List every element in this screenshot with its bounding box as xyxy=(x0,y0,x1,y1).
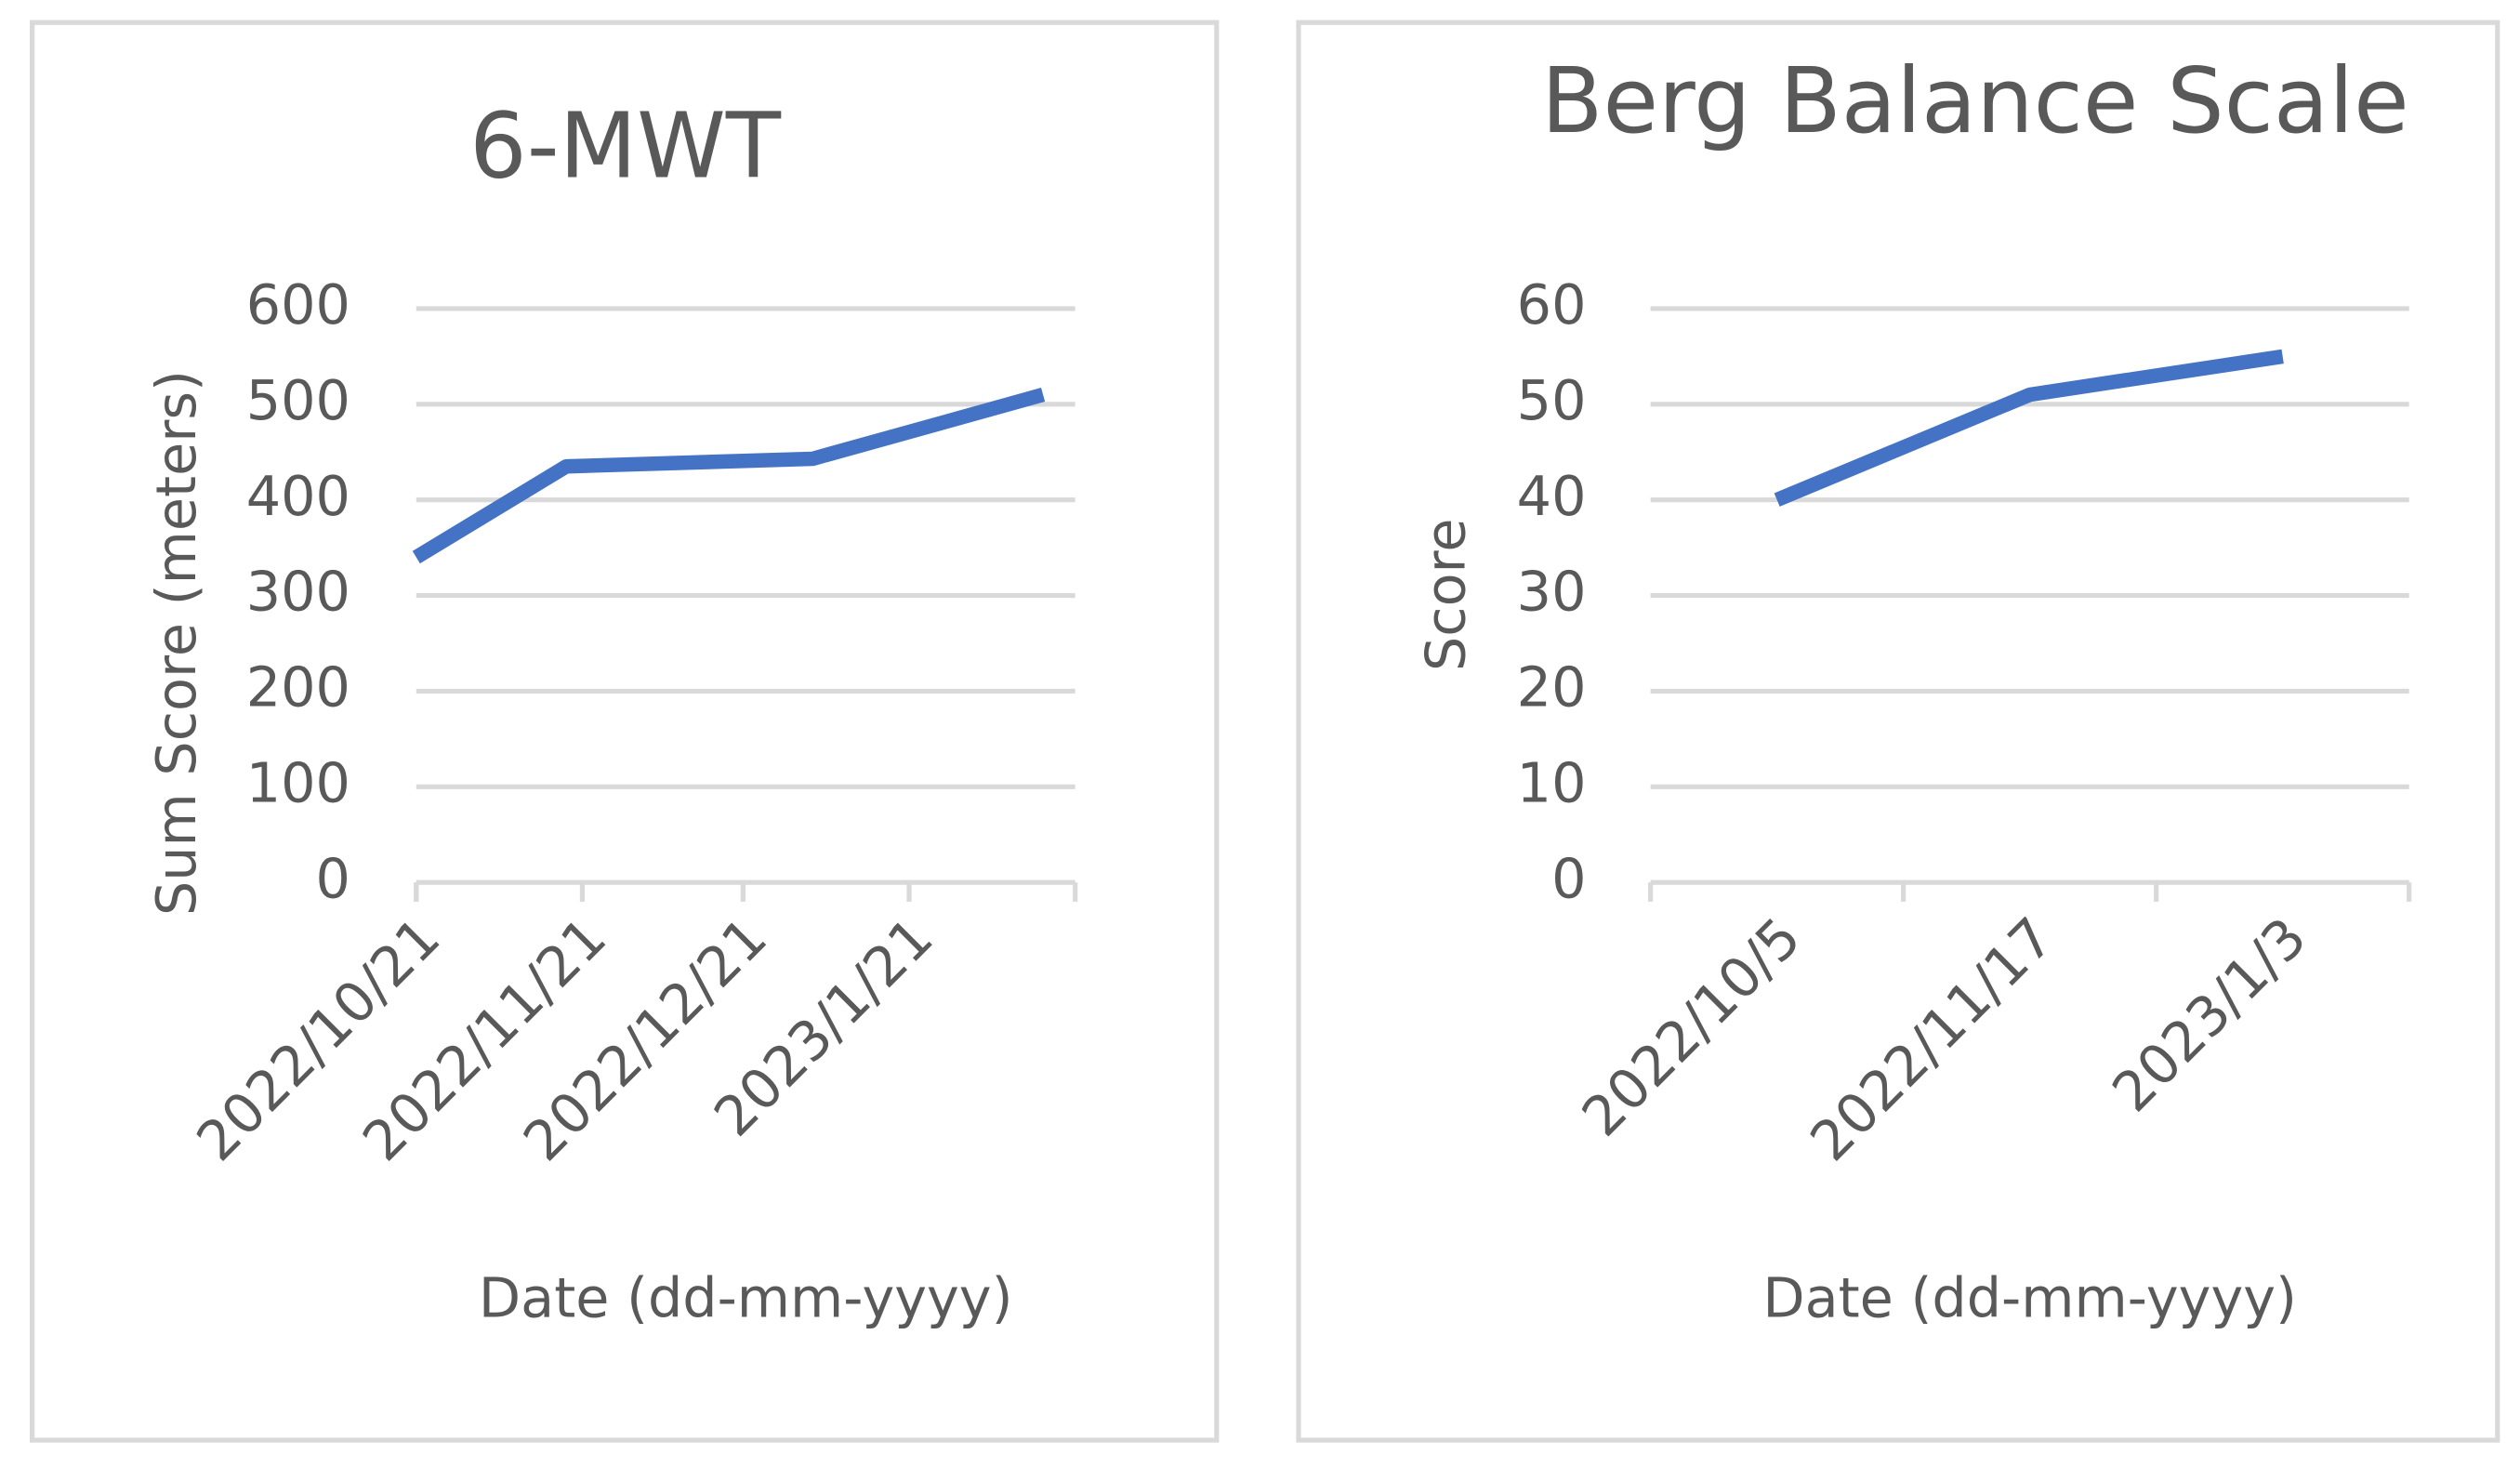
data-line xyxy=(412,388,1046,564)
y-tick-label: 50 xyxy=(1517,368,1587,432)
y-tick-label: 500 xyxy=(246,368,350,432)
y-tick-label: 200 xyxy=(246,655,350,720)
y-tick-label: 300 xyxy=(246,560,350,624)
chart-title: 6-MWT xyxy=(469,94,782,199)
y-tick-label: 20 xyxy=(1517,655,1587,720)
y-tick-label: 40 xyxy=(1517,464,1587,528)
y-tick-label: 0 xyxy=(1551,846,1586,910)
data-line xyxy=(1774,349,2284,507)
y-tick-label: 0 xyxy=(316,846,350,910)
y-tick-label: 600 xyxy=(246,272,350,337)
y-tick-label: 100 xyxy=(246,750,350,814)
y-tick-label: 60 xyxy=(1517,272,1587,337)
y-axis-label: Score xyxy=(1414,518,1478,671)
x-axis-label: Date (dd-mm-yyyy) xyxy=(479,1266,1013,1330)
y-tick-label: 400 xyxy=(246,464,350,528)
chart-title: Berg Balance Scale xyxy=(1541,48,2409,153)
panel xyxy=(29,20,1220,1443)
y-axis-label: Sum Score (meters) xyxy=(144,370,208,916)
y-tick-label: 10 xyxy=(1517,750,1587,814)
y-tick-label: 30 xyxy=(1517,560,1587,624)
panel xyxy=(1296,20,2500,1443)
x-axis-label: Date (dd-mm-yyyy) xyxy=(1762,1266,2297,1330)
